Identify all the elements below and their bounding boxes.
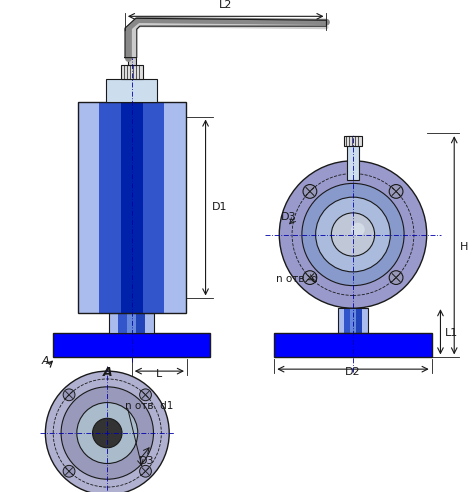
Bar (109, 313, 154, 333)
Circle shape (279, 161, 426, 308)
Circle shape (316, 197, 390, 272)
Text: A: A (42, 356, 50, 366)
Bar (344, 308, 350, 333)
Circle shape (389, 184, 403, 198)
Bar (78, 102, 99, 313)
Circle shape (77, 402, 138, 463)
Bar (106, 79, 158, 102)
Text: D1: D1 (211, 203, 227, 213)
Text: D2: D2 (345, 367, 361, 377)
Bar (78, 102, 186, 313)
Circle shape (331, 213, 375, 256)
Text: n отв. d1: n отв. d1 (125, 400, 173, 410)
Circle shape (139, 389, 151, 400)
Circle shape (63, 465, 75, 477)
Bar (274, 333, 432, 357)
Bar (344, 136, 362, 146)
Bar (128, 313, 137, 333)
Text: L2: L2 (219, 0, 232, 10)
Bar (121, 102, 143, 313)
Bar (362, 308, 368, 333)
Text: n отв. d: n отв. d (277, 274, 318, 284)
Circle shape (303, 184, 317, 198)
Text: D3: D3 (280, 212, 296, 222)
Bar (338, 308, 344, 333)
Text: A: A (102, 366, 112, 379)
Text: L1: L1 (445, 328, 457, 338)
Bar (146, 313, 154, 333)
Bar (347, 136, 359, 181)
Bar (109, 313, 119, 333)
Circle shape (303, 271, 317, 284)
Bar (53, 333, 210, 357)
Text: H: H (460, 242, 468, 252)
Circle shape (92, 418, 122, 448)
Bar (99, 102, 121, 313)
Circle shape (351, 223, 365, 237)
Text: D3: D3 (139, 456, 154, 465)
Circle shape (63, 389, 75, 400)
Text: L: L (156, 369, 162, 379)
Bar (128, 58, 136, 65)
Bar (119, 313, 128, 333)
Circle shape (45, 371, 169, 492)
Bar (338, 308, 368, 333)
Circle shape (389, 271, 403, 284)
Circle shape (139, 465, 151, 477)
Bar (137, 313, 146, 333)
Bar (164, 102, 186, 313)
Circle shape (61, 387, 153, 479)
Bar (143, 102, 164, 313)
Bar (121, 65, 143, 79)
Circle shape (302, 184, 404, 286)
Bar (350, 308, 356, 333)
Bar (356, 308, 362, 333)
